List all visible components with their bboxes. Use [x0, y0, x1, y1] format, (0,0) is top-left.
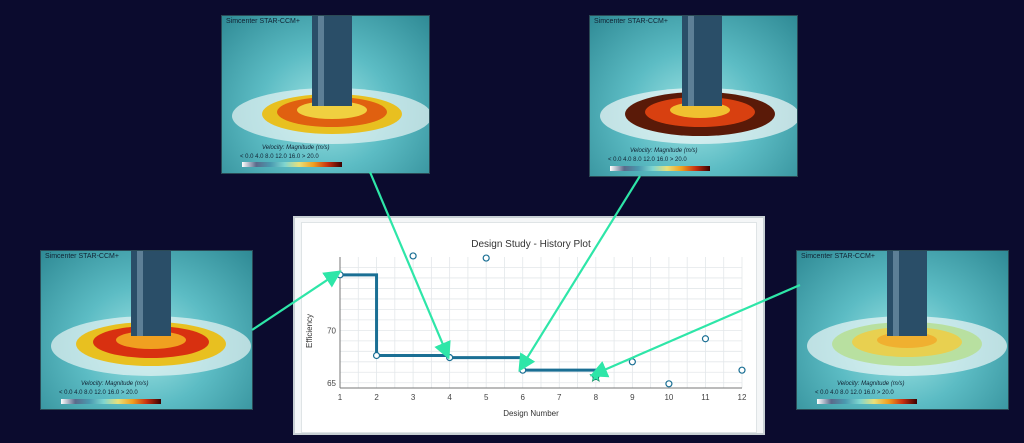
history-plot-chart: Design Study - History Plot Design Numbe…	[305, 239, 747, 418]
thumbnail-top-right: Simcenter STAR-CCM+ Velocity: Magnitude …	[589, 15, 798, 177]
y-tick-label: 65	[327, 379, 336, 388]
design-point	[482, 254, 490, 262]
x-tick-label: 10	[664, 393, 673, 402]
x-tick-label: 7	[557, 393, 562, 402]
legend-title: Velocity: Magnitude (m/s)	[81, 381, 149, 387]
x-tick-label: 6	[521, 393, 526, 402]
thumbnail-brand-label: Simcenter STAR-CCM+	[45, 253, 119, 260]
legend-ticks: < 0.0 4.0 8.0 12.0 16.0 > 20.0	[608, 157, 687, 163]
design-point	[409, 252, 417, 260]
color-legend-bar	[61, 399, 161, 404]
design-point	[738, 366, 746, 374]
flow-visualization-image	[232, 16, 429, 144]
history-plot-area: Design Study - History Plot Design Numbe…	[301, 222, 757, 433]
legend-ticks: < 0.0 4.0 8.0 12.0 16.0 > 20.0	[240, 154, 319, 160]
design-point	[519, 366, 527, 374]
thumbnail-top-left: Simcenter STAR-CCM+ Velocity: Magnitude …	[221, 15, 430, 174]
x-tick-label: 11	[701, 393, 710, 402]
x-tick-label: 12	[738, 393, 747, 402]
legend-ticks: < 0.0 4.0 8.0 12.0 16.0 > 20.0	[59, 390, 138, 396]
flow-visualization-image	[600, 16, 797, 144]
y-tick-label: 75	[327, 274, 336, 283]
design-point	[628, 358, 636, 366]
thumbnail-brand-label: Simcenter STAR-CCM+	[226, 18, 300, 25]
x-tick-label: 3	[411, 393, 416, 402]
design-point	[446, 354, 454, 362]
legend-ticks: < 0.0 4.0 8.0 12.0 16.0 > 20.0	[815, 390, 894, 396]
history-plot-panel: Design Study - History Plot Design Numbe…	[293, 216, 765, 435]
x-tick-label: 8	[594, 393, 599, 402]
color-legend-bar	[610, 166, 710, 171]
thumbnail-brand-label: Simcenter STAR-CCM+	[801, 253, 875, 260]
legend-title: Velocity: Magnitude (m/s)	[837, 381, 905, 387]
color-legend-bar	[817, 399, 917, 404]
color-legend-bar	[242, 162, 342, 167]
x-axis-label: Design Number	[503, 409, 559, 418]
x-tick-label: 9	[630, 393, 635, 402]
y-axis-label: Efficiency	[305, 314, 314, 348]
x-tick-label: 1	[338, 393, 343, 402]
legend-title: Velocity: Magnitude (m/s)	[630, 148, 698, 154]
flow-visualization-image	[807, 251, 1007, 376]
design-point	[665, 380, 673, 388]
thumbnail-right: Simcenter STAR-CCM+ Velocity: Magnitude …	[796, 250, 1009, 410]
design-point	[701, 335, 710, 343]
legend-title: Velocity: Magnitude (m/s)	[262, 145, 330, 151]
thumbnail-brand-label: Simcenter STAR-CCM+	[594, 18, 668, 25]
x-tick-label: 4	[447, 393, 452, 402]
design-point	[372, 351, 381, 360]
y-tick-label: 70	[327, 326, 336, 335]
x-tick-label: 5	[484, 393, 489, 402]
chart-title: Design Study - History Plot	[471, 239, 591, 250]
flow-visualization-image	[51, 251, 251, 376]
x-tick-label: 2	[374, 393, 379, 402]
thumbnail-left: Simcenter STAR-CCM+ Velocity: Magnitude …	[40, 250, 253, 410]
design-point	[336, 271, 344, 279]
